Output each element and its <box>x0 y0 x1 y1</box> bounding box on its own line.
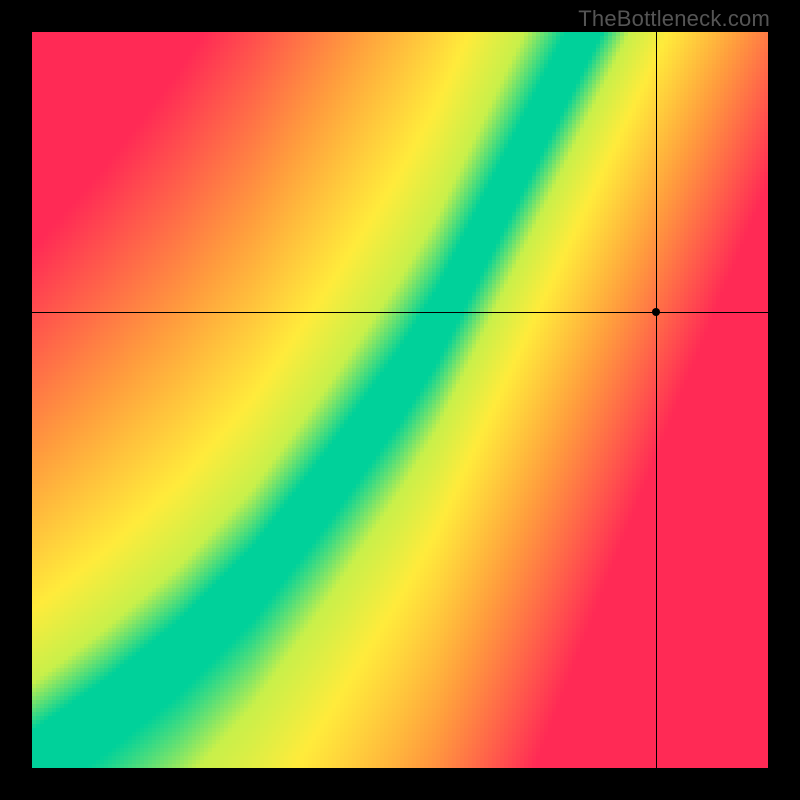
crosshair-point <box>652 308 660 316</box>
crosshair-vertical <box>656 32 657 768</box>
heatmap-canvas <box>0 0 800 800</box>
watermark: TheBottleneck.com <box>578 6 770 32</box>
chart-root: TheBottleneck.com <box>0 0 800 800</box>
